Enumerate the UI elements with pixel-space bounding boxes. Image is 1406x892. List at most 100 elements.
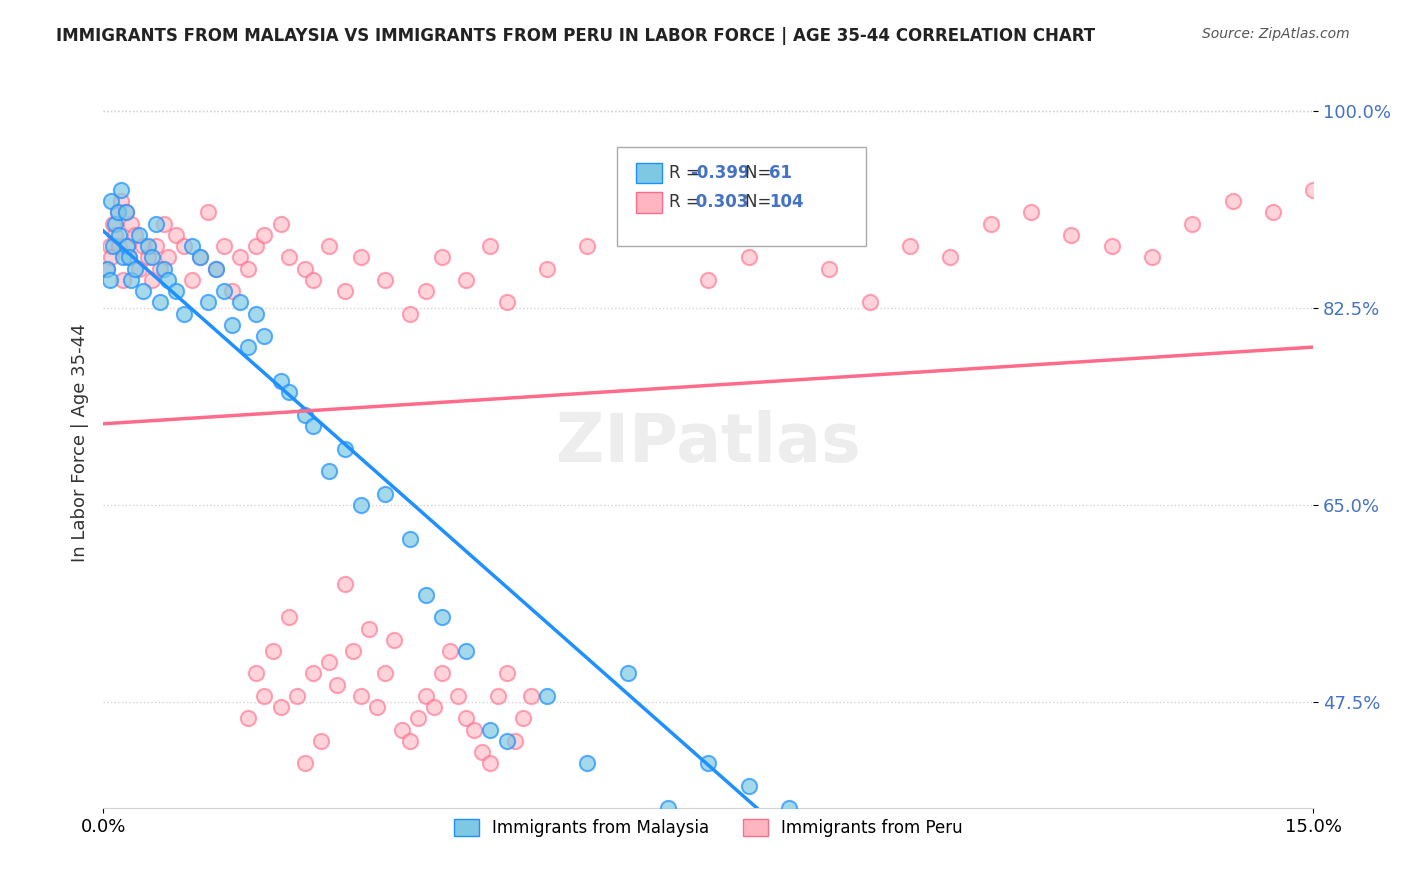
Point <box>188 251 211 265</box>
Point <box>536 689 558 703</box>
Point <box>285 689 308 703</box>
Point <box>108 227 131 242</box>
Point <box>576 756 599 771</box>
Point <box>398 307 420 321</box>
Point <box>359 622 381 636</box>
Point <box>117 239 139 253</box>
Point <box>616 217 638 231</box>
Point <box>350 251 373 265</box>
Point <box>818 261 841 276</box>
Point <box>697 273 720 287</box>
Point <box>212 284 235 298</box>
Point <box>382 632 405 647</box>
Point <box>657 205 679 219</box>
Point <box>309 734 332 748</box>
Point <box>112 251 135 265</box>
Point <box>456 644 478 658</box>
Point <box>471 745 494 759</box>
Point <box>238 340 260 354</box>
Text: 104: 104 <box>769 194 803 211</box>
Point <box>100 251 122 265</box>
Point <box>110 183 132 197</box>
Text: ZIPatlas: ZIPatlas <box>555 410 860 476</box>
Point <box>120 273 142 287</box>
Point <box>205 261 228 276</box>
Legend: Immigrants from Malaysia, Immigrants from Peru: Immigrants from Malaysia, Immigrants fro… <box>447 813 969 844</box>
Point <box>333 576 356 591</box>
Point <box>398 734 420 748</box>
Point <box>180 239 202 253</box>
Point <box>96 261 118 276</box>
Point <box>188 251 211 265</box>
Text: Source: ZipAtlas.com: Source: ZipAtlas.com <box>1202 27 1350 41</box>
Point <box>180 273 202 287</box>
Point <box>152 217 174 231</box>
Point <box>101 239 124 253</box>
Point <box>423 700 446 714</box>
Text: N=: N= <box>745 194 776 211</box>
Point <box>374 486 396 500</box>
Point <box>318 239 340 253</box>
Point <box>1101 239 1123 253</box>
Text: IMMIGRANTS FROM MALAYSIA VS IMMIGRANTS FROM PERU IN LABOR FORCE | AGE 35-44 CORR: IMMIGRANTS FROM MALAYSIA VS IMMIGRANTS F… <box>56 27 1095 45</box>
Point <box>488 689 510 703</box>
Point <box>447 689 470 703</box>
Point <box>156 251 179 265</box>
Point <box>141 251 163 265</box>
Point <box>415 689 437 703</box>
Point <box>1261 205 1284 219</box>
Point <box>253 329 276 343</box>
Point <box>1222 194 1244 209</box>
FancyBboxPatch shape <box>617 147 866 245</box>
Point <box>253 227 276 242</box>
Point <box>197 205 219 219</box>
Point <box>456 711 478 725</box>
Point <box>495 666 517 681</box>
Point <box>858 295 880 310</box>
Point <box>101 217 124 231</box>
Point <box>253 689 276 703</box>
Point <box>277 385 299 400</box>
Point <box>100 194 122 209</box>
Point <box>778 801 800 815</box>
Point <box>277 251 299 265</box>
Point <box>737 779 759 793</box>
Point <box>173 307 195 321</box>
Point <box>778 227 800 242</box>
Point <box>107 205 129 219</box>
Point <box>124 261 146 276</box>
Point <box>117 239 139 253</box>
Point <box>104 227 127 242</box>
Point <box>350 498 373 512</box>
Point <box>1060 227 1083 242</box>
Point <box>173 239 195 253</box>
Point <box>737 251 759 265</box>
Point <box>112 273 135 287</box>
Point <box>536 261 558 276</box>
Point <box>456 273 478 287</box>
Point <box>495 295 517 310</box>
Point <box>221 284 243 298</box>
Point <box>415 588 437 602</box>
Point <box>512 711 534 725</box>
Point <box>818 824 841 838</box>
Point <box>152 261 174 276</box>
Point <box>1019 205 1042 219</box>
Point <box>149 295 172 310</box>
Point <box>318 464 340 478</box>
Point <box>98 273 121 287</box>
Point <box>1140 251 1163 265</box>
Point <box>238 261 260 276</box>
Bar <box>636 192 662 212</box>
Point <box>136 251 159 265</box>
Point <box>576 239 599 253</box>
Point <box>107 205 129 219</box>
Point <box>398 532 420 546</box>
Point <box>430 610 453 624</box>
Point <box>898 239 921 253</box>
Point <box>262 644 284 658</box>
Point <box>165 227 187 242</box>
Text: 61: 61 <box>769 164 792 182</box>
Point <box>221 318 243 332</box>
Point <box>294 756 316 771</box>
